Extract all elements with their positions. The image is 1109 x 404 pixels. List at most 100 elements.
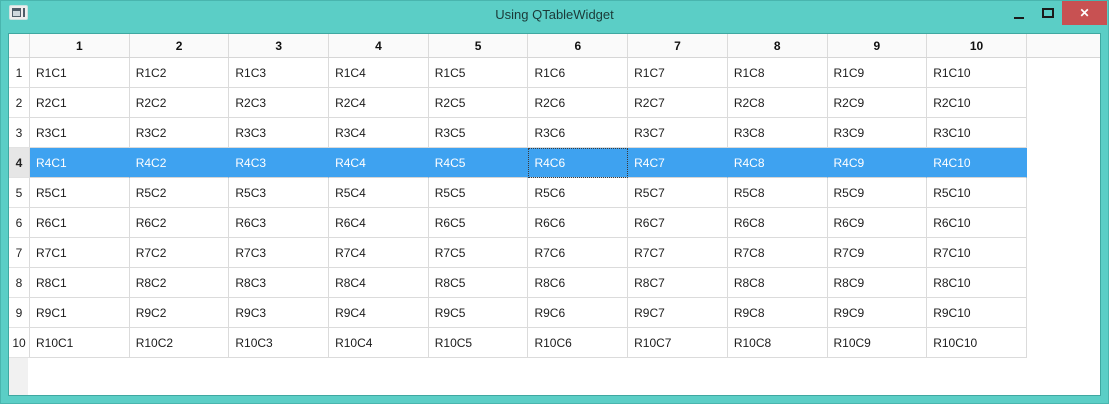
cell-R1C1[interactable]: R1C1 xyxy=(30,58,130,88)
cell-R2C4[interactable]: R2C4 xyxy=(329,88,429,118)
cell-R9C10[interactable]: R9C10 xyxy=(927,298,1027,328)
cell-R2C6[interactable]: R2C6 xyxy=(528,88,629,118)
cell-R6C3[interactable]: R6C3 xyxy=(229,208,330,238)
cell-R4C5[interactable]: R4C5 xyxy=(428,148,529,178)
column-header-2[interactable]: 2 xyxy=(130,34,230,57)
cell-R7C4[interactable]: R7C4 xyxy=(329,238,429,268)
cell-R10C6[interactable]: R10C6 xyxy=(528,328,629,358)
row-header-10[interactable]: 10 xyxy=(9,328,30,358)
cell-R8C9[interactable]: R8C9 xyxy=(827,268,928,298)
column-header-6[interactable]: 6 xyxy=(528,34,629,57)
column-header-8[interactable]: 8 xyxy=(728,34,828,57)
cell-R2C10[interactable]: R2C10 xyxy=(927,88,1027,118)
cell-R9C2[interactable]: R9C2 xyxy=(129,298,230,328)
cell-R8C5[interactable]: R8C5 xyxy=(428,268,529,298)
cell-R4C10[interactable]: R4C10 xyxy=(927,148,1027,178)
cell-R9C6[interactable]: R9C6 xyxy=(528,298,629,328)
cell-R6C10[interactable]: R6C10 xyxy=(927,208,1027,238)
column-header-1[interactable]: 1 xyxy=(30,34,130,57)
cell-R1C6[interactable]: R1C6 xyxy=(528,58,629,88)
cell-R1C3[interactable]: R1C3 xyxy=(229,58,330,88)
cell-R5C3[interactable]: R5C3 xyxy=(229,178,330,208)
column-header-4[interactable]: 4 xyxy=(329,34,429,57)
cell-R10C5[interactable]: R10C5 xyxy=(428,328,529,358)
cell-R1C5[interactable]: R1C5 xyxy=(428,58,529,88)
cell-R1C10[interactable]: R1C10 xyxy=(927,58,1027,88)
cell-R5C4[interactable]: R5C4 xyxy=(329,178,429,208)
cell-R3C8[interactable]: R3C8 xyxy=(727,118,828,148)
cell-R9C7[interactable]: R9C7 xyxy=(628,298,728,328)
cell-R2C7[interactable]: R2C7 xyxy=(628,88,728,118)
column-header-3[interactable]: 3 xyxy=(229,34,330,57)
cell-R2C2[interactable]: R2C2 xyxy=(129,88,230,118)
cell-R4C4[interactable]: R4C4 xyxy=(329,148,429,178)
cell-R2C9[interactable]: R2C9 xyxy=(827,88,928,118)
cell-R1C8[interactable]: R1C8 xyxy=(727,58,828,88)
cell-R7C3[interactable]: R7C3 xyxy=(229,238,330,268)
column-header-10[interactable]: 10 xyxy=(927,34,1027,57)
cell-R1C7[interactable]: R1C7 xyxy=(628,58,728,88)
cell-R7C8[interactable]: R7C8 xyxy=(727,238,828,268)
cell-R10C4[interactable]: R10C4 xyxy=(329,328,429,358)
cell-R6C6[interactable]: R6C6 xyxy=(528,208,629,238)
column-header-9[interactable]: 9 xyxy=(828,34,928,57)
cell-R10C1[interactable]: R10C1 xyxy=(30,328,130,358)
cell-R7C5[interactable]: R7C5 xyxy=(428,238,529,268)
corner-button[interactable] xyxy=(9,34,30,57)
row-header-3[interactable]: 3 xyxy=(9,118,30,148)
cell-R8C6[interactable]: R8C6 xyxy=(528,268,629,298)
maximize-button[interactable] xyxy=(1033,1,1062,25)
cell-R5C2[interactable]: R5C2 xyxy=(129,178,230,208)
cell-R3C4[interactable]: R3C4 xyxy=(329,118,429,148)
cell-R3C1[interactable]: R3C1 xyxy=(30,118,130,148)
cell-R9C8[interactable]: R9C8 xyxy=(727,298,828,328)
cell-R5C5[interactable]: R5C5 xyxy=(428,178,529,208)
row-header-1[interactable]: 1 xyxy=(9,58,30,88)
cell-R7C2[interactable]: R7C2 xyxy=(129,238,230,268)
row-header-9[interactable]: 9 xyxy=(9,298,30,328)
cell-R10C8[interactable]: R10C8 xyxy=(727,328,828,358)
cell-R4C2[interactable]: R4C2 xyxy=(129,148,230,178)
cell-R5C8[interactable]: R5C8 xyxy=(727,178,828,208)
cell-R2C8[interactable]: R2C8 xyxy=(727,88,828,118)
row-header-2[interactable]: 2 xyxy=(9,88,30,118)
close-button[interactable]: ✕ xyxy=(1062,1,1107,25)
cell-R5C1[interactable]: R5C1 xyxy=(30,178,130,208)
cell-R10C9[interactable]: R10C9 xyxy=(827,328,928,358)
cell-R3C6[interactable]: R3C6 xyxy=(528,118,629,148)
cell-R9C9[interactable]: R9C9 xyxy=(827,298,928,328)
cell-R4C8[interactable]: R4C8 xyxy=(727,148,828,178)
cell-R6C7[interactable]: R6C7 xyxy=(628,208,728,238)
row-header-6[interactable]: 6 xyxy=(9,208,30,238)
cell-R3C2[interactable]: R3C2 xyxy=(129,118,230,148)
cell-R3C10[interactable]: R3C10 xyxy=(927,118,1027,148)
cell-R3C5[interactable]: R3C5 xyxy=(428,118,529,148)
cell-R5C9[interactable]: R5C9 xyxy=(827,178,928,208)
cell-R3C3[interactable]: R3C3 xyxy=(229,118,330,148)
cell-R6C9[interactable]: R6C9 xyxy=(827,208,928,238)
cell-R9C4[interactable]: R9C4 xyxy=(329,298,429,328)
cell-R8C3[interactable]: R8C3 xyxy=(229,268,330,298)
cell-R5C7[interactable]: R5C7 xyxy=(628,178,728,208)
cell-R9C3[interactable]: R9C3 xyxy=(229,298,330,328)
cell-R7C9[interactable]: R7C9 xyxy=(827,238,928,268)
column-header-5[interactable]: 5 xyxy=(429,34,529,57)
cell-R8C8[interactable]: R8C8 xyxy=(727,268,828,298)
row-header-5[interactable]: 5 xyxy=(9,178,30,208)
cell-R10C7[interactable]: R10C7 xyxy=(628,328,728,358)
cell-R10C3[interactable]: R10C3 xyxy=(229,328,330,358)
cell-R1C4[interactable]: R1C4 xyxy=(329,58,429,88)
cell-R9C1[interactable]: R9C1 xyxy=(30,298,130,328)
cell-R2C5[interactable]: R2C5 xyxy=(428,88,529,118)
cell-R3C9[interactable]: R3C9 xyxy=(827,118,928,148)
cell-R2C1[interactable]: R2C1 xyxy=(30,88,130,118)
cell-R4C1[interactable]: R4C1 xyxy=(30,148,130,178)
cell-R8C1[interactable]: R8C1 xyxy=(30,268,130,298)
cell-R7C7[interactable]: R7C7 xyxy=(628,238,728,268)
cell-R7C1[interactable]: R7C1 xyxy=(30,238,130,268)
minimize-button[interactable] xyxy=(1004,1,1033,25)
cell-R10C2[interactable]: R10C2 xyxy=(129,328,230,358)
cell-R9C5[interactable]: R9C5 xyxy=(428,298,529,328)
cell-R6C2[interactable]: R6C2 xyxy=(129,208,230,238)
cell-R5C6[interactable]: R5C6 xyxy=(528,178,629,208)
